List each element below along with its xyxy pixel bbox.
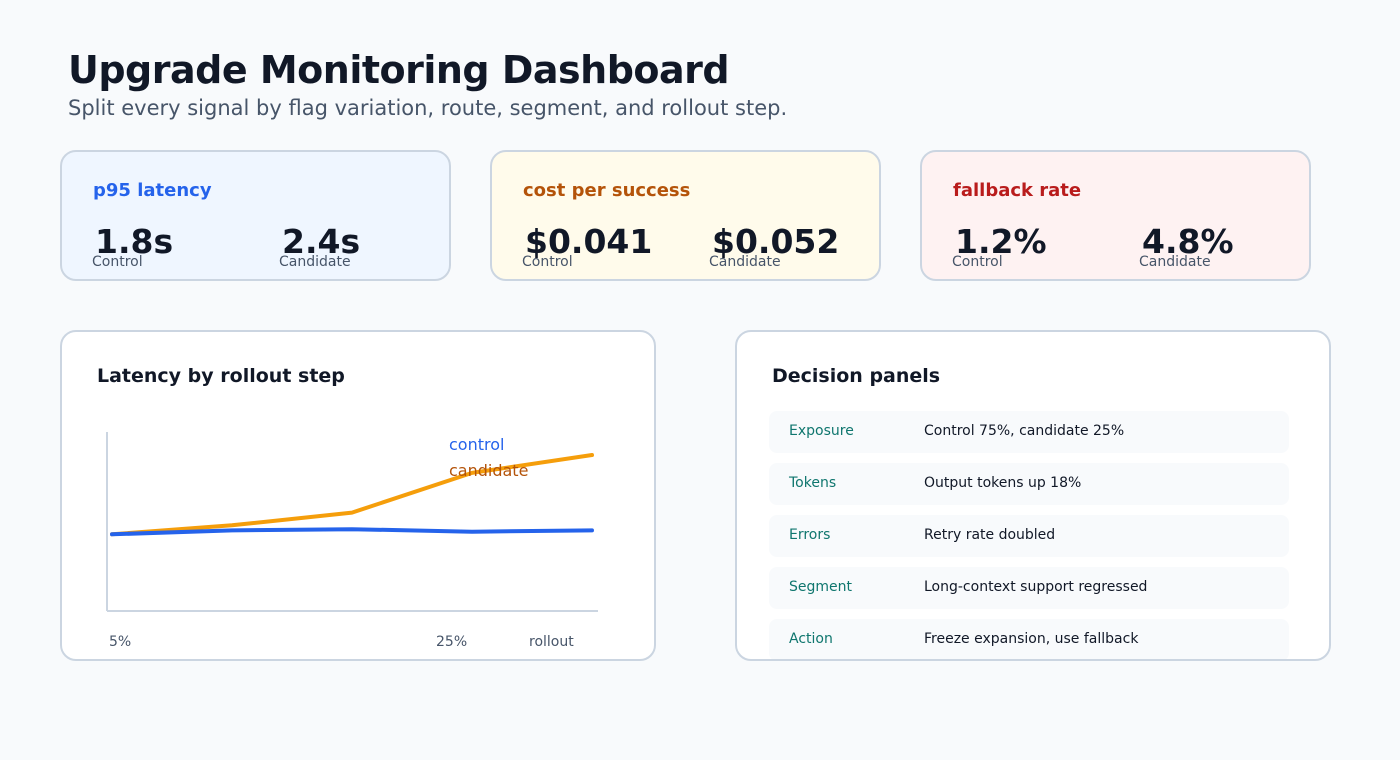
decision-value: Control 75%, candidate 25% [924, 423, 1125, 439]
decision-row-errors: Errors Retry rate doubled [769, 515, 1289, 557]
decision-panel: Decision panels Exposure Control 75%, ca… [735, 330, 1331, 661]
candidate-series-line [110, 453, 594, 537]
candidate-value: 2.4s [282, 222, 361, 261]
decision-value: Retry rate doubled [924, 527, 1056, 543]
legend-candidate: candidate [449, 461, 528, 480]
decision-row-action: Action Freeze expansion, use fallback [769, 619, 1289, 659]
decision-value: Long-context support regressed [924, 579, 1148, 595]
candidate-value: $0.052 [712, 222, 840, 261]
legend-control: control [449, 435, 504, 454]
metric-label: p95 latency [93, 180, 212, 201]
control-value: 1.2% [955, 222, 1047, 261]
candidate-label: Candidate [709, 254, 781, 270]
candidate-value: 4.8% [1142, 222, 1234, 261]
metric-card-cost-per-success: cost per success $0.041 $0.052 Control C… [490, 150, 881, 281]
decision-panel-title: Decision panels [772, 365, 941, 387]
control-value: $0.041 [525, 222, 653, 261]
x-tick-label: rollout [529, 634, 574, 650]
metric-card-p95-latency: p95 latency 1.8s 2.4s Control Candidate [60, 150, 451, 281]
decision-key: Tokens [789, 475, 837, 491]
page-title: Upgrade Monitoring Dashboard [68, 48, 730, 92]
chart-title: Latency by rollout step [97, 365, 345, 387]
decision-key: Exposure [789, 423, 854, 439]
latency-chart-panel: Latency by rollout step control candidat… [60, 330, 656, 661]
metric-label: fallback rate [953, 180, 1082, 201]
decision-value: Freeze expansion, use fallback [924, 631, 1139, 647]
page-subtitle: Split every signal by flag variation, ro… [68, 96, 788, 120]
decision-key: Segment [789, 579, 852, 595]
decision-value: Output tokens up 18% [924, 475, 1082, 491]
metric-label: cost per success [523, 180, 691, 201]
control-label: Control [92, 254, 143, 270]
decision-row-segment: Segment Long-context support regressed [769, 567, 1289, 609]
metric-card-fallback-rate: fallback rate 1.2% 4.8% Control Candidat… [920, 150, 1311, 281]
decision-row-exposure: Exposure Control 75%, candidate 25% [769, 411, 1289, 453]
candidate-label: Candidate [279, 254, 351, 270]
decision-key: Action [789, 631, 833, 647]
control-value: 1.8s [95, 222, 174, 261]
control-label: Control [952, 254, 1003, 270]
decision-key: Errors [789, 527, 831, 543]
latency-line-chart: control candidate 5% 25% rollout [106, 432, 598, 650]
candidate-label: Candidate [1139, 254, 1211, 270]
control-label: Control [522, 254, 573, 270]
decision-row-tokens: Tokens Output tokens up 18% [769, 463, 1289, 505]
x-tick-label: 25% [436, 634, 467, 650]
x-tick-label: 5% [109, 634, 131, 650]
control-series-line [110, 527, 594, 537]
